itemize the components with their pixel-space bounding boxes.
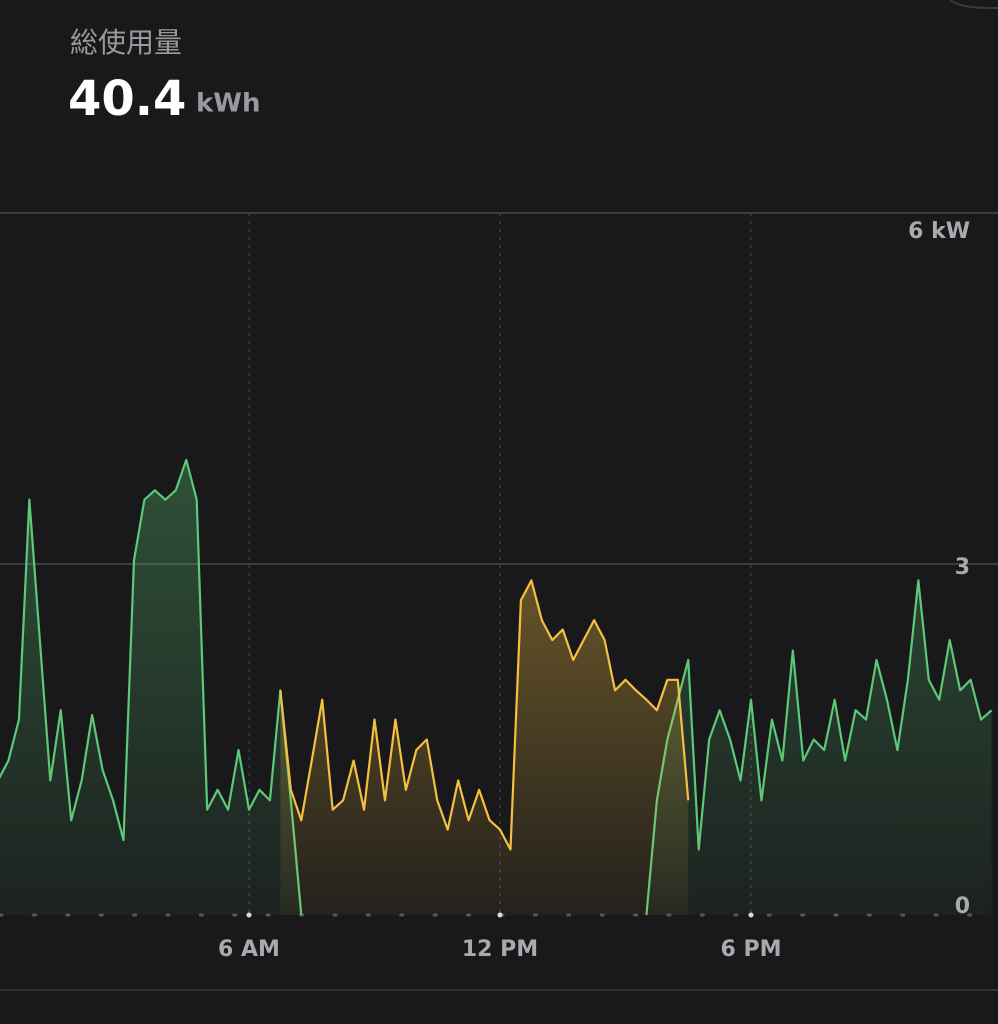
y-tick-label: 3 (955, 555, 970, 580)
total-value: 40.4 (68, 71, 186, 127)
corner-decoration (949, 0, 998, 9)
header-title: 総使用量 (70, 26, 182, 59)
y-tick-label: 6 kW (908, 219, 970, 244)
line (0, 458, 993, 916)
total-unit: kWh (196, 89, 260, 119)
x-tick-label: 12 PM (462, 937, 538, 962)
x-tick-label: 6 PM (721, 937, 782, 962)
area (280, 580, 689, 915)
area (0, 459, 992, 915)
line (279, 579, 690, 851)
x-tick-label: 6 AM (218, 937, 280, 962)
